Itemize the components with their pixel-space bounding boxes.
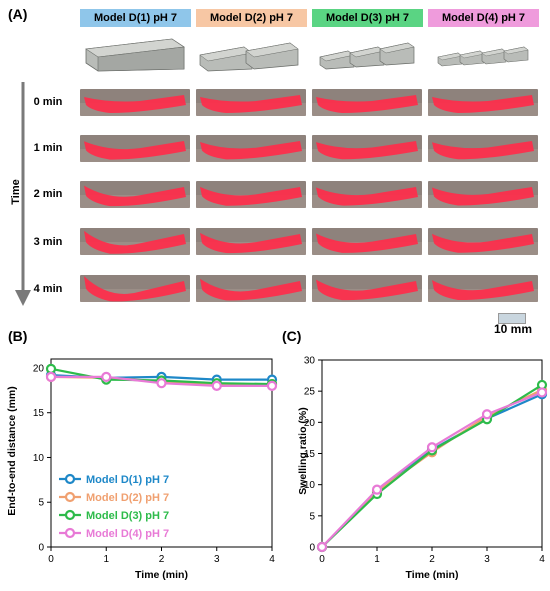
model-header-3: Model D(3) pH 7 <box>312 9 423 27</box>
chart-b-legend-label-3: Model D(3) pH 7 <box>86 510 169 522</box>
photo-3-t3 <box>312 228 422 255</box>
chart-c-ytick-label: 20 <box>304 418 316 429</box>
scale-bar-label: 10 mm <box>494 322 533 336</box>
photo-4-t1 <box>428 135 538 162</box>
chart-b-xlabel: Time (min) <box>135 569 188 581</box>
chart-b-ytick-label: 10 <box>33 453 45 464</box>
chart-c-ytick-label: 15 <box>304 449 316 460</box>
chart-b-legend-marker-2 <box>64 491 76 503</box>
chart-b-legend-marker-3 <box>64 509 76 521</box>
model-render-3 <box>319 42 415 70</box>
panel-a-label: (A) <box>8 6 28 22</box>
chart-c-xlabel: Time (min) <box>406 569 459 581</box>
chart-c-xtick-label: 1 <box>374 554 380 565</box>
photo-1-t2 <box>80 181 190 208</box>
model-header-1: Model D(1) pH 7 <box>80 9 191 27</box>
chart-b-legend-label-4: Model D(4) pH 7 <box>86 528 169 540</box>
photo-4-t0 <box>428 89 538 116</box>
scale-bar <box>498 313 526 324</box>
chart-b-ytick-label: 0 <box>38 543 44 554</box>
photo-2-t1 <box>196 135 306 162</box>
chart-b-point-s4-x2 <box>156 378 167 389</box>
chart-c-series-line-4 <box>321 391 543 548</box>
panel-b-label: (B) <box>8 328 28 344</box>
chart-b-xtick-label: 3 <box>214 554 220 565</box>
photo-2-t2 <box>196 181 306 208</box>
photo-2-t0 <box>196 89 306 116</box>
chart-b-point-s4-x1 <box>101 371 112 383</box>
chart-c-point-s4-x4 <box>536 387 548 398</box>
chart-c-series-line-1 <box>321 393 543 548</box>
chart-c-point-s4-x3 <box>481 409 493 420</box>
photo-3-t2 <box>312 181 422 208</box>
chart-b-point-s3-x0 <box>45 363 57 374</box>
chart-b-point-s4-x4 <box>266 380 278 391</box>
chart-b-point-s4-x0 <box>45 371 57 383</box>
photo-1-t4 <box>80 275 190 302</box>
time-label-3: 3 min <box>33 236 63 248</box>
photo-1-t3 <box>80 228 190 255</box>
model-header-2: Model D(2) pH 7 <box>196 9 307 27</box>
chart-c-point-s4-x1 <box>371 484 383 495</box>
photo-2-t4 <box>196 275 306 302</box>
chart-c-xtick-label: 2 <box>429 554 435 565</box>
photo-1-t0 <box>80 89 190 116</box>
chart-b-legend-marker-1 <box>64 473 76 485</box>
chart-b-ytick-label: 5 <box>38 498 44 509</box>
chart-b-legend-marker-4 <box>64 527 76 539</box>
chart-b: 0 5 10 15 20 0 1 2 3 4 Time (min) Model D(1) pH 7 Mo… <box>33 358 278 581</box>
chart-c-ytick-label: 10 <box>304 480 316 491</box>
time-arrow <box>15 82 31 306</box>
chart-c-ytick-label: 30 <box>304 356 316 367</box>
model-render-4 <box>437 46 529 67</box>
time-label-2: 2 min <box>33 188 63 200</box>
chart-c-point-s4-x2 <box>426 442 438 453</box>
chart-b-xtick-label: 4 <box>269 554 275 565</box>
photo-3-t0 <box>312 89 422 116</box>
chart-b-point-s4-x3 <box>211 380 222 391</box>
chart-c-xtick-label: 3 <box>484 554 490 565</box>
time-label-0: 0 min <box>33 96 63 108</box>
model-render-2 <box>199 42 299 72</box>
photo-4-t4 <box>428 275 538 302</box>
model-render-1 <box>85 38 185 72</box>
chart-c-xtick-label: 0 <box>319 554 325 565</box>
chart-c-point-s4-x0 <box>316 541 328 553</box>
chart-b-xtick-label: 0 <box>48 554 54 565</box>
photo-4-t2 <box>428 181 538 208</box>
photo-3-t4 <box>312 275 422 302</box>
panel-c-label: (C) <box>282 328 302 344</box>
chart-b-legend-label-2: Model D(2) pH 7 <box>86 492 169 504</box>
photo-4-t3 <box>428 228 538 255</box>
photo-2-t3 <box>196 228 306 255</box>
chart-b-ytick-label: 20 <box>33 363 45 374</box>
chart-c-ytick-label: 0 <box>309 543 315 554</box>
time-label-4: 4 min <box>33 283 63 295</box>
chart-c: 0 5 10 15 20 25 30 0 1 2 3 4 Time (min) <box>304 356 548 581</box>
chart-c-xtick-label: 4 <box>539 554 545 565</box>
model-header-4: Model D(4) pH 7 <box>428 9 539 27</box>
photo-1-t1 <box>80 135 190 162</box>
chart-c-series-line-2 <box>321 388 543 548</box>
chart-b-ytick-label: 15 <box>33 408 45 419</box>
chart-b-xtick-label: 1 <box>103 554 109 565</box>
chart-b-legend-label-1: Model D(1) pH 7 <box>86 474 169 486</box>
chart-c-ytick-label: 25 <box>304 387 316 398</box>
photo-3-t1 <box>312 135 422 162</box>
time-label-1: 1 min <box>33 142 63 154</box>
time-axis-label: Time <box>10 179 22 205</box>
chart-c-ytick-label: 5 <box>309 511 315 522</box>
chart-b-xtick-label: 2 <box>159 554 165 565</box>
